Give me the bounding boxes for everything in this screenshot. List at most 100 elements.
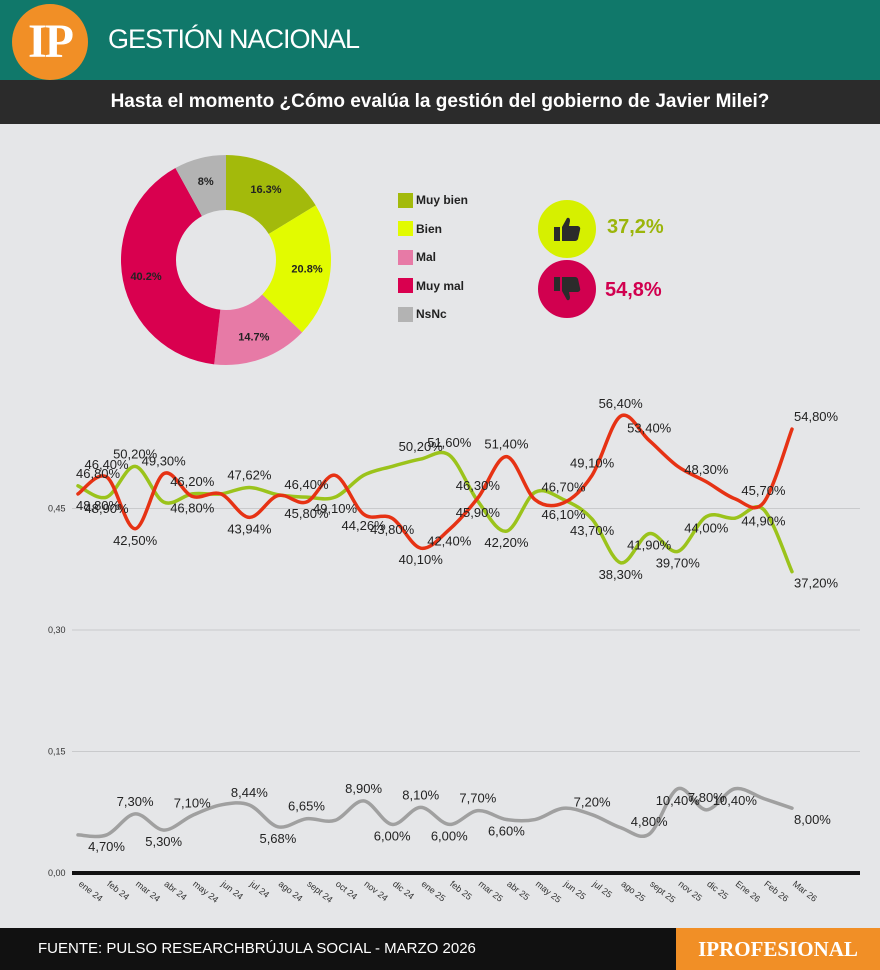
x-tick-label: Feb 26 [762,879,790,904]
data-label: 50,20% [399,439,444,454]
data-label: 44,90% [741,513,786,528]
x-tick-label: Ene 26 [734,879,763,904]
y-tick-label: 0,00 [48,868,66,878]
data-label: 48,90% [85,501,130,516]
data-label: 6,00% [374,828,411,843]
legend-swatch [398,249,413,265]
data-label: 39,70% [656,555,701,570]
y-tick-label: 0,15 [48,747,66,757]
data-label: 8,90% [345,781,382,796]
data-label: 8,44% [231,785,268,800]
data-label: 6,65% [288,799,325,814]
x-tick-label: jul 25 [590,878,614,900]
data-label: 7,10% [174,795,211,810]
data-label: 10,40% [713,793,758,808]
legend-label: Muy mal [416,278,465,293]
legend-swatch [398,192,413,208]
data-label: 7,20% [574,795,611,810]
data-label: 48,80% [76,498,121,513]
y-tick-label: 0,30 [48,625,66,635]
data-label: 46,70% [541,480,586,495]
data-label: 40,10% [399,552,444,567]
x-tick-label: abr 24 [162,879,188,903]
data-label: 46,10% [541,507,586,522]
legend-swatch [398,278,413,294]
data-label: 46,20% [170,474,215,489]
data-label: 7,30% [117,794,154,809]
pie-label: 14.7% [238,332,269,344]
x-tick-label: mar 25 [477,879,505,904]
x-tick-label: jun 24 [219,878,245,902]
footer-bar: FUENTE: PULSO RESEARCHBRÚJULA SOCIAL - M… [0,928,880,970]
negative-series-line [76,413,794,551]
data-label: 50,20% [113,446,158,461]
thumbs-down-badge [538,260,596,318]
data-label: 43,94% [227,521,272,536]
x-tick-label: ago 24 [277,879,305,904]
negative-percentage: 54,8% [605,279,662,301]
data-label: 49,30% [142,454,187,469]
data-label: 42,20% [484,535,529,550]
data-label: 45,70% [741,483,786,498]
x-tick-label: may 25 [534,879,563,905]
legend-label: Mal [416,250,437,265]
data-label: 56,40% [599,396,644,411]
header-bar: IP GESTIÓN NACIONAL [0,0,880,80]
legend-swatch [398,221,413,237]
data-label: 5,68% [259,831,296,846]
data-label: 46,40% [85,457,130,472]
nsnc-series-line [76,786,794,839]
x-tick-label: nov 25 [677,879,704,904]
data-label: 43,70% [570,523,615,538]
x-tick-label: dic 24 [391,879,416,902]
data-label: 8,10% [402,787,439,802]
y-tick-label: 0,45 [48,504,66,514]
legend-item: Muy mal [398,272,468,301]
data-label: 53,40% [627,420,672,435]
x-tick-label: ene 25 [419,879,447,904]
x-tick-label: feb 24 [105,879,131,902]
data-label: 6,00% [431,828,468,843]
data-label: 7,80% [688,790,725,805]
pie-slice-muy-mal [120,167,221,365]
data-label: 54,80% [794,409,839,424]
thumbs-down-icon [554,277,581,301]
x-tick-label: dic 25 [705,879,730,902]
data-label: 4,80% [631,814,668,829]
legend: Muy bien Bien Mal Muy mal NsNc [398,186,468,329]
pie-label: 40.2% [130,271,161,283]
iprofesional-brand: IPROFESIONAL [676,928,880,970]
legend-label: Bien [416,221,443,236]
data-label: 44,00% [684,521,729,536]
x-tick-label: ago 25 [619,879,647,904]
data-label: 46,80% [170,500,215,515]
x-tick-label: oct 24 [334,879,359,902]
x-tick-label: may 24 [191,879,220,905]
donut-chart: 16.3% 20.8% 14.7% 40.2% 8% [120,155,331,365]
legend-item: Bien [398,215,468,244]
legend-label: Muy bien [416,193,469,208]
data-label: 4,70% [88,839,125,854]
pie-slice-mal [214,294,303,365]
pie-slice-muy-bien [226,155,316,235]
x-tick-label: ene 24 [77,879,105,904]
data-label: 38,30% [599,567,644,582]
x-tick-label: jul 24 [247,878,271,900]
data-label: 46,30% [456,478,501,493]
source-note: FUENTE: PULSO RESEARCHBRÚJULA SOCIAL - M… [38,940,476,957]
legend-item: Muy bien [398,186,468,215]
data-label: 49,10% [313,501,358,516]
x-tick-label: abr 25 [505,879,531,903]
data-label: 48,30% [684,462,729,477]
ip-logo: IP [12,4,88,80]
data-label: 10,40% [656,793,701,808]
section-title: GESTIÓN NACIONAL [108,24,360,54]
data-label: 37,20% [794,576,839,591]
positive-series-line [76,450,794,574]
data-label: 6,60% [488,824,525,839]
question-title: Hasta el momento ¿Cómo evalúa la gestión… [0,80,880,124]
data-label: 51,60% [427,435,472,450]
x-tick-label: sept 25 [648,879,677,905]
x-tick-label: Mar 26 [791,879,819,904]
pie-label: 20.8% [291,264,322,276]
